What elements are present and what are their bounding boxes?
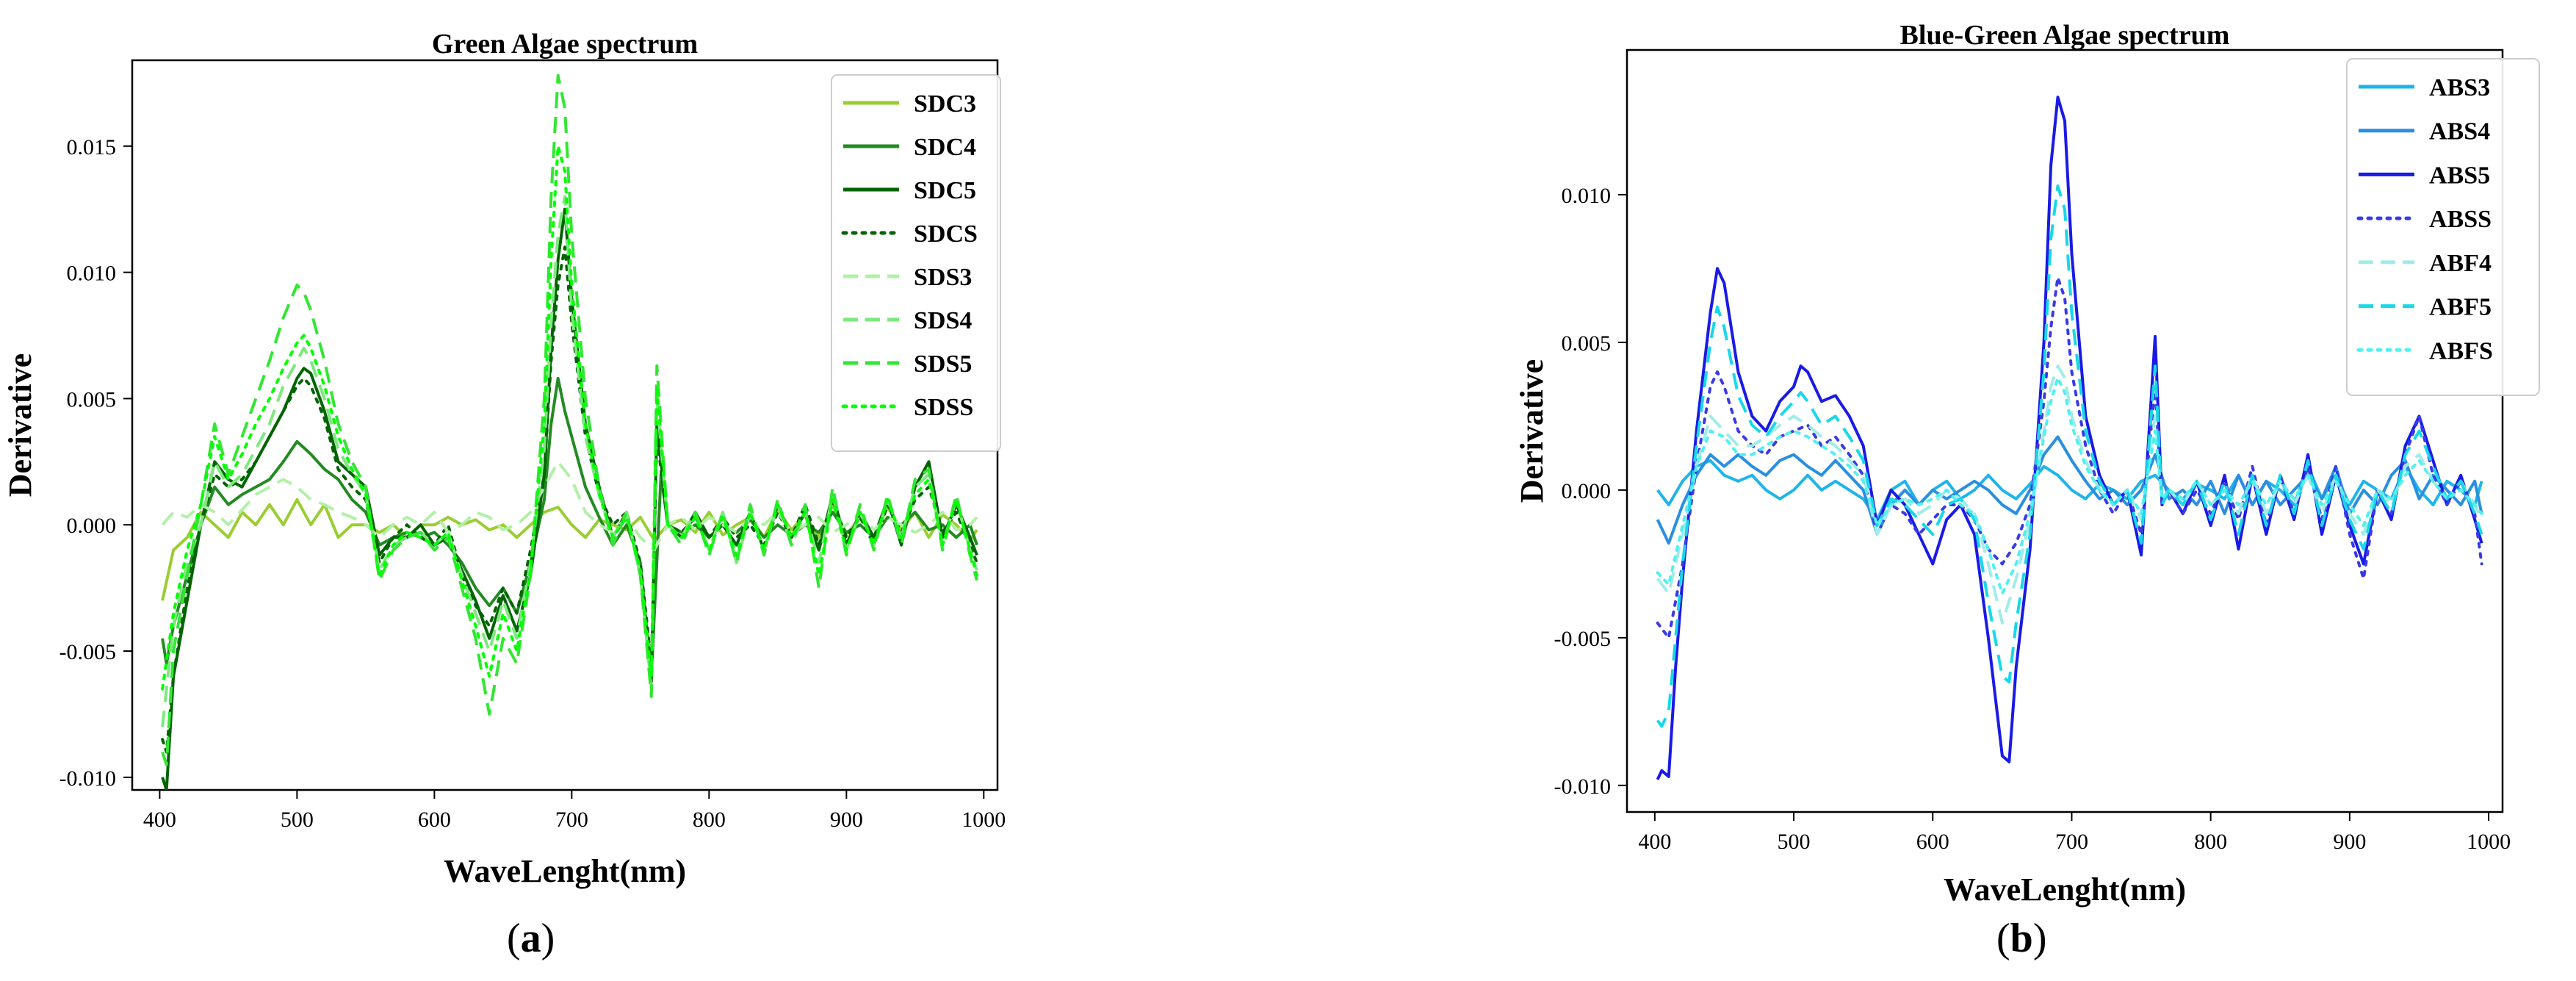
y-tick-label: -0.010 (59, 766, 117, 791)
x-tick-label: 500 (1778, 830, 1811, 854)
y-tick-label: -0.010 (1554, 775, 1612, 799)
x-tick-label: 600 (1916, 830, 1949, 854)
legend-entry-label: ABS5 (2429, 162, 2490, 189)
series-group (1656, 96, 2483, 780)
legend-entry-label: ABSS (2429, 206, 2492, 233)
chart-panel-blue-green-algae: Blue-Green Algae spectrum 400 500 600 700 800… (1514, 20, 2540, 908)
x-tick-label: 800 (2194, 830, 2227, 854)
legend-entry-label: ABS4 (2429, 118, 2490, 145)
legend-entry-label: ABF4 (2429, 250, 2492, 277)
plot-area-frame (1626, 48, 2504, 813)
series-line-sds3 (161, 460, 978, 552)
series-line-abf5 (1656, 184, 2483, 728)
legend-entry-label: SDSS (914, 394, 973, 421)
x-tick-label: 900 (2333, 830, 2366, 854)
legend-entry-label: SDS5 (914, 351, 972, 378)
series-group (161, 73, 978, 790)
y-tick-label: 0.000 (67, 514, 117, 538)
chart-title: Green Algae spectrum (432, 29, 698, 60)
y-tick-label: -0.005 (59, 640, 117, 664)
y-tick-label: 0.000 (1562, 479, 1612, 503)
x-tick-label: 1000 (962, 808, 1006, 832)
y-tick-label: 0.010 (1562, 184, 1612, 208)
legend-entry-label: SDS3 (914, 264, 972, 291)
legend-box (831, 74, 1001, 452)
x-tick-label: 900 (830, 808, 863, 832)
chart-panel-green-algae: Green Algae spectrum 400 500 600 700 800 900 10… (2, 29, 1006, 889)
x-axis-label: WaveLenght(nm) (444, 853, 686, 889)
legend-entry-label: ABF5 (2429, 294, 2492, 321)
y-tick-label: 0.005 (1562, 331, 1612, 356)
series-line-sds4 (161, 195, 978, 727)
x-tick-label: 600 (418, 808, 451, 832)
x-tick-label: 700 (2055, 830, 2088, 854)
x-tick-label: 1000 (2467, 830, 2511, 854)
series-line-sds5 (161, 73, 978, 766)
series-line-sdc3 (161, 497, 978, 601)
y-tick-label: 0.015 (67, 135, 117, 159)
legend-entry-label: ABFS (2429, 337, 2493, 364)
legend-entry-label: SDC5 (914, 177, 976, 204)
x-tick-label: 800 (693, 808, 726, 832)
legend-entry-label: SDS4 (914, 307, 972, 334)
y-tick-label: 0.005 (67, 387, 117, 412)
legend: ABS3 ABS4 ABS5 ABSS ABF4 ABF5 ABFS (2346, 58, 2540, 396)
x-tick-label: 400 (143, 808, 176, 832)
series-line-abf4 (1656, 364, 2483, 625)
y-axis-label: Derivative (2, 353, 38, 497)
x-tick-label: 700 (555, 808, 588, 832)
y-tick-label: -0.005 (1554, 627, 1612, 651)
series-line-sdss (161, 144, 978, 691)
legend-entry-label: SDC4 (914, 134, 976, 161)
y-axis-label: Derivative (1514, 359, 1550, 503)
chart-title: Blue-Green Algae spectrum (1900, 20, 2230, 51)
legend-entry-label: ABS3 (2429, 74, 2490, 101)
series-line-abs3 (1656, 459, 2483, 522)
x-axis-label: WaveLenght(nm) (1944, 872, 2186, 908)
series-line-abfs (1656, 376, 2483, 595)
x-tick-label: 400 (1638, 830, 1671, 854)
legend-entry-label: SDC3 (914, 90, 976, 118)
panel-label-b: (b) (1996, 916, 2047, 961)
legend-box (2346, 58, 2540, 396)
legend-entry-label: SDCS (914, 220, 978, 248)
x-tick-label: 500 (281, 808, 314, 832)
y-tick-label: 0.010 (67, 262, 117, 286)
legend: SDC3 SDC4 SDC5 SDCS SDS3 SDS4 SDS5 SDSS (831, 74, 1001, 452)
panel-label-a: (a) (507, 916, 555, 961)
